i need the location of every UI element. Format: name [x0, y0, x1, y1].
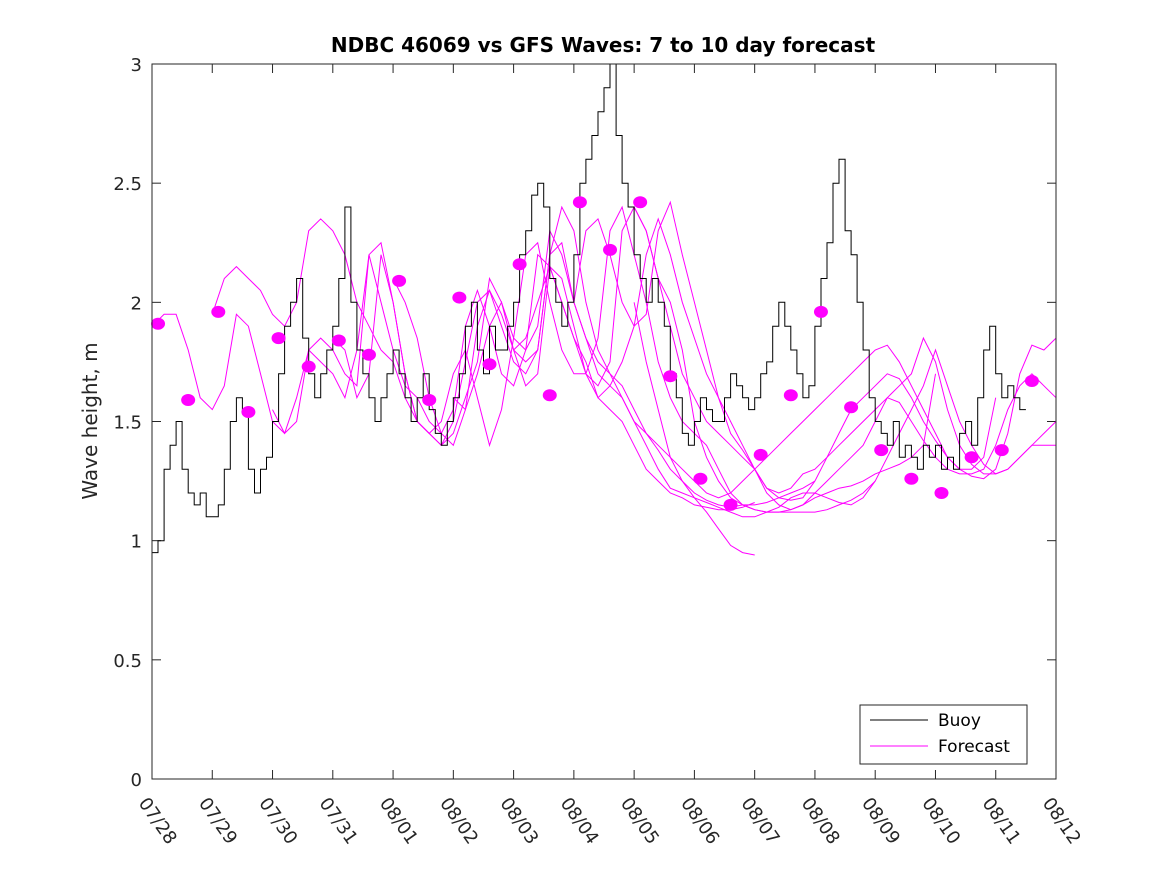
- forecast-marker-point: [542, 389, 557, 402]
- forecast-marker-point: [994, 444, 1009, 457]
- forecast-marker-point: [934, 487, 949, 499]
- chart-title: NDBC 46069 vs GFS Waves: 7 to 10 day for…: [331, 33, 876, 57]
- forecast-marker-point: [874, 444, 889, 457]
- legend-box: [859, 704, 1028, 765]
- forecast-run-line-9: [633, 302, 755, 556]
- forecast-marker-point: [181, 394, 196, 407]
- forecast-marker-point: [512, 258, 527, 271]
- forecast-marker-point: [151, 317, 166, 330]
- y-tick-label: 2.5: [113, 174, 142, 195]
- legend-forecast-label: Forecast: [938, 737, 1010, 757]
- forecast-markers: [151, 196, 1039, 511]
- forecast-marker-point: [663, 370, 678, 383]
- y-tick-label: 1.5: [113, 413, 142, 434]
- forecast-marker-point: [844, 401, 859, 414]
- y-axis-ticks: 0 0.5 1 1.5 2 2.5 3: [113, 55, 1056, 791]
- forecast-marker-point: [633, 196, 648, 209]
- forecast-marker-point: [1024, 374, 1039, 387]
- y-tick-label: 1: [131, 532, 142, 553]
- forecast-run-line-8: [633, 206, 1057, 513]
- forecast-marker-point: [723, 498, 738, 511]
- forecast-marker-point: [693, 472, 708, 485]
- forecast-marker-point: [964, 451, 979, 464]
- forecast-marker-point: [301, 360, 316, 373]
- forecast-marker-point: [331, 334, 346, 347]
- plot-area: 00.511.522.53 07/28 07/29 07/30 07/31 08/01 0…: [113, 55, 1085, 848]
- y-tick-label: 3: [131, 55, 142, 76]
- forecast-marker-point: [813, 305, 828, 318]
- forecast-marker-point: [783, 389, 798, 402]
- y-axis-label: Wave height, m: [78, 342, 102, 499]
- forecast-marker-point: [422, 394, 437, 407]
- forecast-marker-point: [271, 332, 286, 345]
- y-tick-label: 0.5: [113, 651, 142, 672]
- forecast-marker-point: [603, 243, 618, 256]
- plot-frame: [151, 63, 1057, 780]
- legend: Buoy Forecast: [859, 704, 1028, 765]
- buoy-line: [152, 63, 1026, 554]
- forecast-marker-point: [241, 405, 256, 418]
- forecast-marker-point: [452, 291, 467, 304]
- forecast-marker-point: [361, 348, 376, 361]
- y-tick-label: 2: [131, 293, 142, 314]
- forecast-run-line-7: [573, 200, 1056, 494]
- forecast-marker-point: [482, 358, 497, 371]
- plot-background: [152, 64, 1056, 779]
- forecast-marker-point: [211, 305, 226, 318]
- y-tick-label: 0: [131, 770, 142, 791]
- forecast-marker-point: [572, 196, 587, 209]
- forecast-run-line-2: [272, 205, 876, 518]
- forecast-marker-point: [904, 472, 919, 485]
- legend-buoy-label: Buoy: [938, 711, 981, 731]
- forecast-marker-point: [753, 448, 768, 461]
- forecast-marker-point: [392, 274, 407, 287]
- forecast-run-line-6: [513, 217, 1057, 501]
